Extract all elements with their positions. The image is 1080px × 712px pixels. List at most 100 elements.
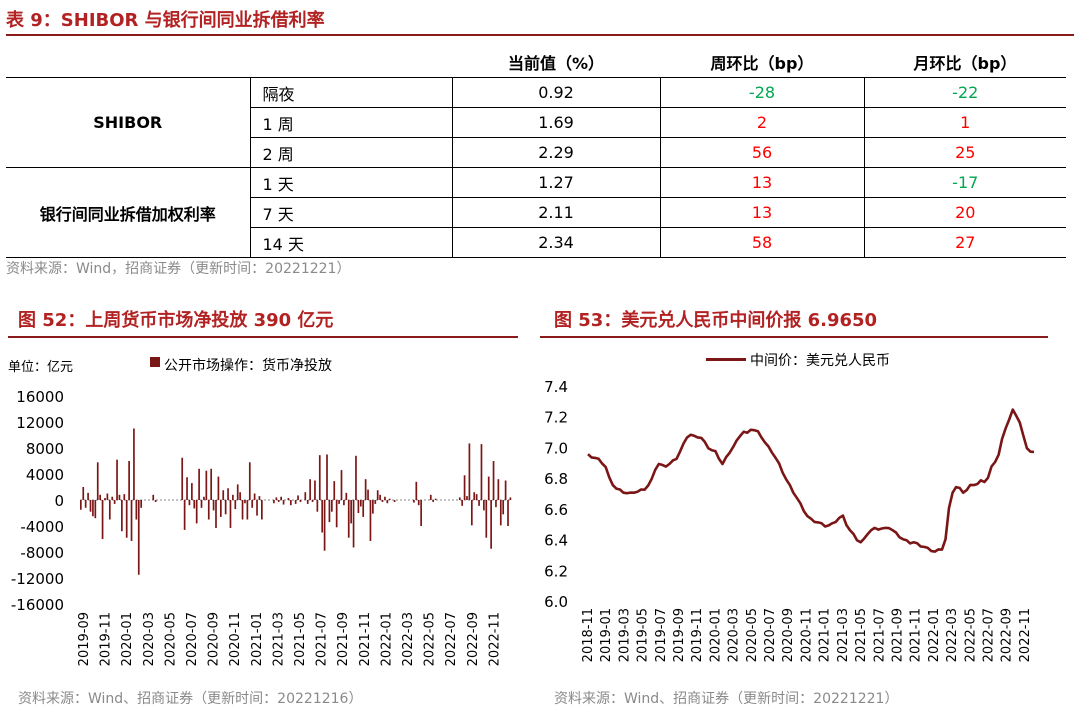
bar <box>244 500 246 504</box>
bar <box>297 495 299 500</box>
x-tick-label: 2021-03 <box>836 608 851 662</box>
chart52-legend-swatch <box>150 357 160 367</box>
bar <box>207 500 210 520</box>
x-tick-label: 2020-03 <box>727 608 742 662</box>
bar <box>210 468 213 500</box>
row-value: 0.92 <box>451 77 661 108</box>
x-tick-label: 2022-03 <box>945 608 960 662</box>
x-tick-label: 2022-09 <box>466 612 481 666</box>
row-wow: 56 <box>659 137 865 168</box>
bar <box>89 500 92 512</box>
table-title: 表 9：SHIBOR 与银行间同业拆借利率 <box>6 10 325 31</box>
chart53-source: 资料来源：Wind、招商证券（更新时间：20221221） <box>554 691 899 707</box>
row-mom: 27 <box>863 227 1066 258</box>
x-tick-label: 2020-05 <box>163 612 178 666</box>
bar <box>130 500 133 541</box>
bar <box>111 496 114 500</box>
bar <box>495 500 497 508</box>
bar <box>140 500 143 508</box>
bar <box>321 500 324 533</box>
y-tick-label: -4000 <box>20 518 64 536</box>
row-value: 1.69 <box>451 107 661 138</box>
bar <box>458 497 461 500</box>
row-wow: 2 <box>659 107 865 138</box>
x-tick-label: 2022-11 <box>487 612 502 666</box>
x-tick-label: 2020-11 <box>799 608 814 662</box>
table-row: 14 天 2.34 58 27 <box>6 227 1066 258</box>
bar <box>181 457 184 500</box>
bar <box>338 500 340 504</box>
bar <box>483 500 485 511</box>
x-tick-label: 2022-07 <box>444 612 459 666</box>
bar <box>367 489 369 500</box>
bar <box>198 468 200 500</box>
bar <box>195 500 198 524</box>
x-tick-label: 2021-07 <box>872 608 887 662</box>
bar <box>381 500 384 502</box>
x-tick-label: 2021-09 <box>890 608 905 662</box>
row-term: 14 天 <box>249 227 453 258</box>
bar <box>492 461 495 500</box>
bar <box>463 475 466 500</box>
bar <box>188 500 191 506</box>
bar <box>246 500 249 520</box>
bar <box>273 500 275 504</box>
bar <box>374 500 377 504</box>
bar <box>420 500 422 526</box>
bar <box>478 500 480 506</box>
bar <box>183 500 186 530</box>
y-tick-label: 7.0 <box>544 439 568 457</box>
bar <box>335 500 338 528</box>
bar <box>94 500 97 519</box>
y-tick-label: -16000 <box>11 596 64 614</box>
bar <box>355 455 357 500</box>
bar <box>323 500 326 551</box>
table-row: 银行间同业拆借加权利率 1 天 1.27 13 -17 <box>6 167 1066 258</box>
y-tick-label: 7.4 <box>544 378 568 396</box>
x-tick-label: 2019-05 <box>636 608 651 662</box>
x-tick-label: 2018-11 <box>581 608 596 662</box>
bar <box>299 500 302 502</box>
bar <box>128 461 130 500</box>
x-tick-label: 2022-11 <box>1018 608 1033 662</box>
bar <box>304 492 307 500</box>
bar <box>261 500 263 520</box>
bar <box>316 500 319 512</box>
x-tick-label: 2020-01 <box>120 612 135 666</box>
bar <box>490 500 492 549</box>
x-tick-label: 2021-01 <box>818 608 833 662</box>
x-tick-label: 2020-07 <box>185 612 200 666</box>
bar <box>258 496 261 500</box>
header-mom: 月环比（bp） <box>864 46 1066 78</box>
table-row: 7 天 2.11 13 20 <box>6 197 1066 228</box>
bar <box>314 480 316 500</box>
bar <box>186 477 188 500</box>
bar <box>191 483 193 500</box>
bar <box>480 444 483 500</box>
bar <box>487 476 490 500</box>
bar <box>294 500 297 504</box>
y-tick-label: 16000 <box>16 388 64 406</box>
x-tick-label: 2021-07 <box>315 612 330 666</box>
bar <box>96 462 99 500</box>
table-row: 1 周 1.69 2 1 <box>6 107 1066 138</box>
bar <box>256 500 258 516</box>
bar <box>241 500 244 520</box>
table-row: SHIBOR 隔夜 0.92 -28 -22 <box>6 77 1066 168</box>
row-mom: 1 <box>863 107 1066 138</box>
x-tick-label: 2020-09 <box>207 612 222 666</box>
x-tick-label: 2019-11 <box>690 608 705 662</box>
bar <box>224 500 227 515</box>
bar <box>236 484 239 500</box>
row-term: 7 天 <box>249 197 453 228</box>
bar <box>475 494 478 500</box>
bar <box>104 498 106 500</box>
bar <box>227 488 229 500</box>
bar <box>101 500 104 539</box>
bar <box>347 500 350 538</box>
series-line-usdcny <box>587 408 1035 553</box>
x-tick-label: 2019-07 <box>654 608 669 662</box>
y-tick-label: 12000 <box>16 414 64 432</box>
bar <box>217 476 220 500</box>
row-value: 2.11 <box>451 197 661 228</box>
